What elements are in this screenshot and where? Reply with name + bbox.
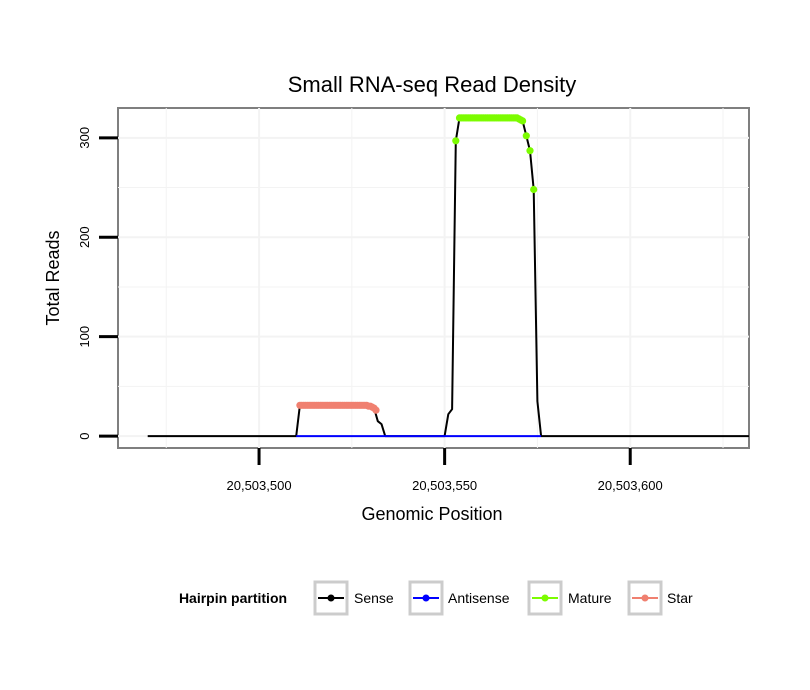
y-tick-label: 0 [77, 432, 92, 439]
legend-label-sense: Sense [354, 590, 394, 606]
x-axis: 20,503,500 20,503,550 20,503,600 [227, 448, 663, 493]
chart-title: Small RNA-seq Read Density [288, 72, 577, 97]
legend: Hairpin partition Sense Antisense Mature Sta… [179, 580, 693, 616]
x-tick-label: 20,503,500 [227, 478, 292, 493]
legend-key-point-antisense [422, 594, 430, 602]
series-points [296, 114, 538, 414]
y-tick-label: 200 [77, 226, 92, 248]
legend-key-point-star [641, 594, 649, 602]
data-point-mature [522, 132, 530, 140]
y-tick-label: 100 [77, 326, 92, 348]
legend-label-antisense: Antisense [448, 590, 510, 606]
data-point-mature [452, 137, 460, 145]
legend-key-point-mature [541, 594, 549, 602]
legend-label-mature: Mature [568, 590, 612, 606]
grid [118, 108, 749, 448]
x-tick-label: 20,503,550 [412, 478, 477, 493]
legend-label-star: Star [667, 590, 693, 606]
y-tick-label: 300 [77, 127, 92, 149]
x-axis-title: Genomic Position [361, 504, 502, 524]
data-point-mature [530, 185, 538, 194]
plot-border [117, 107, 750, 449]
legend-title: Hairpin partition [179, 590, 287, 606]
plot-background [118, 108, 749, 448]
data-point-star [372, 406, 380, 414]
legend-key-point-sense [327, 594, 335, 602]
data-point-mature [526, 147, 534, 155]
y-axis-title: Total Reads [43, 230, 63, 325]
data-point-mature [519, 117, 527, 125]
y-axis: 0 100 200 300 [77, 127, 118, 440]
plot-panel [117, 107, 750, 449]
x-tick-label: 20,503,600 [598, 478, 663, 493]
